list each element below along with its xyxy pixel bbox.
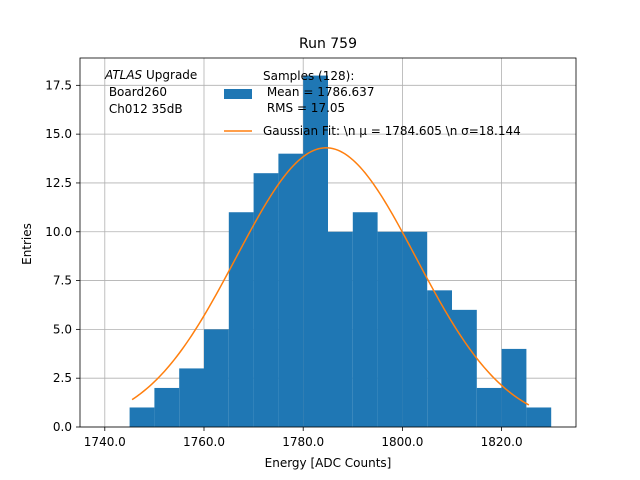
histogram-bar xyxy=(526,407,552,427)
annotation-text: ATLAS Upgrade Board260 Ch012 35dB xyxy=(104,68,197,116)
histogram-bar xyxy=(328,231,353,427)
y-tick-label: 12.5 xyxy=(45,176,72,190)
histogram-bar xyxy=(253,173,279,427)
y-tick-label: 5.0 xyxy=(53,322,72,336)
annotation-upgrade: Upgrade xyxy=(142,68,197,82)
x-tick-label: 1800.0 xyxy=(381,435,423,449)
y-tick-label: 0.0 xyxy=(53,420,72,434)
y-tick-label: 10.0 xyxy=(45,225,72,239)
axes-frame xyxy=(79,57,577,428)
histogram-bar xyxy=(278,153,304,427)
chart-title: Run 759 xyxy=(299,36,357,52)
x-tick-label: 1780.0 xyxy=(282,435,324,449)
y-tick-label: 17.5 xyxy=(45,78,72,92)
histogram-bar xyxy=(377,231,403,427)
legend-hist-line-3: RMS = 17.05 xyxy=(263,101,345,115)
legend-hist-line-2: Mean = 1786.637 xyxy=(263,85,374,99)
histogram-bar xyxy=(476,387,502,427)
histogram-bar xyxy=(228,212,254,427)
annotation-line-2: Board260 xyxy=(105,85,167,99)
x-tick-label: 1740.0 xyxy=(84,435,126,449)
x-axis-label: Energy [ADC Counts] xyxy=(265,456,392,470)
legend: Samples (128): Mean = 1786.637 RMS = 17.… xyxy=(224,69,521,138)
histogram-bar xyxy=(179,368,204,427)
axis-ticks: 1740.0 1760.0 1780.0 1800.0 1820.0 0.0 2.5 5.0 7… xyxy=(45,78,522,449)
histogram-bar xyxy=(154,387,180,427)
gaussian-fit-curve xyxy=(131,147,530,406)
x-tick-label: 1820.0 xyxy=(481,435,523,449)
legend-swatch-histogram xyxy=(224,89,252,99)
histogram-bars xyxy=(129,75,552,428)
annotation-line-1: ATLAS Upgrade xyxy=(104,68,197,82)
histogram-bar xyxy=(427,290,452,427)
x-tick-label: 1760.0 xyxy=(183,435,225,449)
histogram-bar xyxy=(352,212,378,427)
histogram-bar xyxy=(129,407,155,427)
y-tick-label: 15.0 xyxy=(45,127,72,141)
histogram-bar xyxy=(501,348,527,427)
histogram-bar xyxy=(204,329,229,427)
y-tick-label: 7.5 xyxy=(53,274,72,288)
y-tick-label: 2.5 xyxy=(53,371,72,385)
annotation-line-3: Ch012 35dB xyxy=(105,102,183,116)
histogram-bar xyxy=(402,231,428,427)
legend-fit-label: Gaussian Fit: \n μ = 1784.605 \n σ=18.14… xyxy=(263,124,521,138)
histogram-bar xyxy=(303,75,328,428)
y-axis-label: Entries xyxy=(20,223,34,265)
legend-hist-line-1: Samples (128): xyxy=(263,69,354,83)
annotation-atlas: ATLAS xyxy=(104,68,143,82)
